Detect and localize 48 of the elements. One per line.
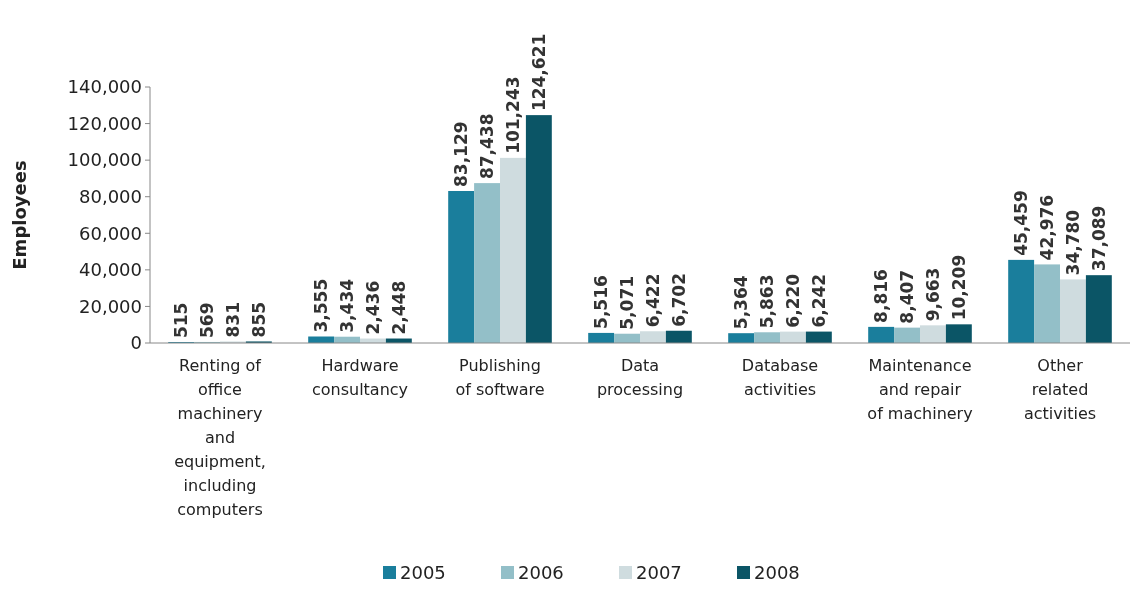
legend-label: 2007 <box>636 562 682 584</box>
data-label: 101,243 <box>502 76 523 154</box>
data-label: 3,434 <box>337 278 357 333</box>
y-tick-label: 140,000 <box>67 76 142 98</box>
x-tick-label: Hardware consultancy <box>311 356 409 399</box>
data-label: 569 <box>197 302 217 338</box>
data-label: 5,863 <box>757 274 777 329</box>
y-tick-label: 20,000 <box>79 295 142 317</box>
data-label: 45,459 <box>1011 190 1032 256</box>
y-tick-label: 80,000 <box>79 186 142 208</box>
legend-label: 2008 <box>754 562 800 584</box>
data-label: 6,220 <box>782 273 803 328</box>
x-tick-label: Renting of office machinery and equipment, including computers <box>174 356 266 519</box>
data-label: 6,242 <box>808 273 829 328</box>
y-tick-label: 0 <box>130 332 142 354</box>
data-label: 5,516 <box>591 275 612 329</box>
data-label: 34,780 <box>1062 209 1083 276</box>
y-tick-label: 120,000 <box>67 112 142 134</box>
x-tick-label: Data processing <box>596 356 684 399</box>
legend-label: 2005 <box>400 562 446 584</box>
data-label: 6,422 <box>642 273 663 328</box>
data-label: 6,702 <box>668 272 689 327</box>
x-tick-label: Other related activities <box>1023 356 1097 423</box>
y-tick-label: 60,000 <box>79 222 142 244</box>
data-label: 42,976 <box>1037 194 1057 261</box>
data-label: 831 <box>222 301 243 338</box>
data-label: 83,129 <box>451 121 472 187</box>
x-tick-label: Publishing of software <box>455 356 545 399</box>
data-label: 9,663 <box>922 267 943 322</box>
data-label: 515 <box>171 302 192 339</box>
legend-label: 2006 <box>518 562 564 584</box>
data-label: 5,071 <box>617 275 637 330</box>
data-label: 124,621 <box>528 33 549 112</box>
data-label: 2,448 <box>388 280 409 335</box>
data-label: 8,407 <box>897 269 917 324</box>
data-label: 3,555 <box>311 278 332 333</box>
data-label: 87,438 <box>477 113 497 180</box>
y-tick-label: 40,000 <box>79 259 142 281</box>
x-tick-label: Database activities <box>741 356 819 399</box>
data-label: 8,816 <box>871 269 892 323</box>
y-axis-title: Employees <box>9 160 30 270</box>
data-label: 2,436 <box>362 280 383 335</box>
x-tick-label: Maintenance and repair of machinery <box>867 356 973 423</box>
data-label: 5,364 <box>731 275 752 330</box>
data-label: 855 <box>248 301 269 338</box>
y-tick-label: 100,000 <box>67 149 142 171</box>
data-label: 10,209 <box>948 254 969 321</box>
data-label: 37,089 <box>1088 205 1109 272</box>
